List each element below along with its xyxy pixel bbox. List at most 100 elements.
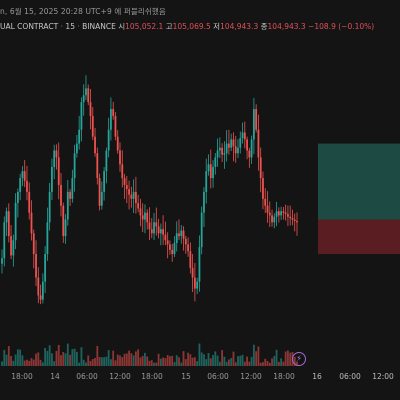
candle-body[interactable] [175,233,178,243]
candle-body[interactable] [114,115,117,137]
symbol-name[interactable]: UAL CONTRACT [0,22,59,31]
candle-body[interactable] [207,164,210,172]
candle-body[interactable] [221,147,224,155]
candle-body[interactable] [203,191,205,213]
candle-body[interactable] [130,194,133,199]
candle-body[interactable] [180,230,183,237]
candle-body[interactable] [162,229,165,235]
candle-body[interactable] [10,236,12,256]
candle-body[interactable] [23,171,26,181]
candle-body[interactable] [144,212,146,220]
candle-body[interactable] [296,220,298,223]
candle-body[interactable] [262,178,264,199]
candle-body[interactable] [89,102,92,116]
candle-body[interactable] [218,147,221,151]
candle-body[interactable] [5,211,8,223]
candle-body[interactable] [57,157,60,185]
candle-body[interactable] [37,277,40,296]
candle-body[interactable] [241,132,244,139]
candle-body[interactable] [232,139,235,147]
interval-label[interactable]: 15 [65,22,75,31]
candle-body[interactable] [214,157,217,168]
candle-body[interactable] [166,240,169,245]
candle-body[interactable] [243,132,246,140]
candle-body[interactable] [53,150,56,168]
candle-body[interactable] [171,249,174,255]
candle-body[interactable] [14,202,17,241]
candle-body[interactable] [284,212,287,214]
candle-body[interactable] [46,222,49,255]
candle-body[interactable] [191,267,194,278]
candle-body[interactable] [257,129,260,158]
candle-body[interactable] [116,136,119,151]
candle-body[interactable] [78,129,81,144]
candle-body[interactable] [39,295,42,300]
candle-body[interactable] [280,211,283,216]
candle-body[interactable] [155,222,158,227]
candle-body[interactable] [125,185,128,190]
candle-body[interactable] [94,136,96,154]
candle-body[interactable] [71,178,74,199]
candle-body[interactable] [271,215,273,223]
candle-body[interactable] [48,191,51,223]
time-axis[interactable]: 18:00 14 06:00 12:00 18:00 15 06:00 12:0… [0,366,400,386]
candle-body[interactable] [164,234,167,241]
candle-body[interactable] [64,219,67,237]
candle-body[interactable] [212,167,214,179]
candle-body[interactable] [198,247,201,282]
candle-body[interactable] [266,205,269,213]
candle-body[interactable] [209,164,212,179]
candle-body[interactable] [73,153,76,179]
candle-body[interactable] [35,254,37,278]
candle-body[interactable] [225,143,228,154]
candle-body[interactable] [98,178,101,206]
candle-body[interactable] [287,214,289,217]
candle-body[interactable] [141,215,144,220]
candle-body[interactable] [146,212,149,223]
candle-body[interactable] [193,277,196,289]
candle-body[interactable] [182,230,185,239]
candle-body[interactable] [187,244,189,252]
candle-body[interactable] [82,95,85,103]
candle-body[interactable] [28,191,31,213]
candle-body[interactable] [75,143,78,154]
candle-body[interactable] [137,202,140,209]
candle-body[interactable] [173,243,176,255]
candle-body[interactable] [289,216,292,219]
candle-body[interactable] [205,171,208,192]
candle-body[interactable] [107,129,110,151]
candle-body[interactable] [246,139,248,151]
candle-body[interactable] [100,191,103,206]
candle-body[interactable] [60,185,62,206]
candle-body[interactable] [123,178,126,185]
candle-body[interactable] [16,191,19,203]
candle-body[interactable] [21,171,24,179]
long-position-loss-zone[interactable] [318,219,400,255]
candle-body[interactable] [196,281,199,289]
long-position-profit-zone[interactable] [318,143,400,220]
candle-body[interactable] [30,212,33,234]
lightning-icon[interactable]: ⚡ [292,352,306,366]
candle-body[interactable] [112,109,115,116]
candle-body[interactable] [134,191,137,203]
candle-body[interactable] [282,211,285,213]
candle-body[interactable] [223,153,226,155]
candle-body[interactable] [128,189,130,195]
candle-body[interactable] [3,222,6,259]
candle-body[interactable] [293,219,296,221]
candle-body[interactable] [275,211,278,217]
candle-body[interactable] [200,212,203,248]
candle-body[interactable] [157,226,160,234]
candle-body[interactable] [69,191,71,199]
candle-body[interactable] [80,102,83,130]
candle-body[interactable] [264,198,267,206]
candle-body[interactable] [1,258,3,264]
candle-body[interactable] [85,88,87,96]
candle-body[interactable] [121,164,124,179]
candle-body[interactable] [66,191,69,220]
candle-body[interactable] [62,205,65,237]
candle-body[interactable] [153,222,155,234]
candle-body[interactable] [139,208,142,216]
candle-body[interactable] [255,109,258,130]
